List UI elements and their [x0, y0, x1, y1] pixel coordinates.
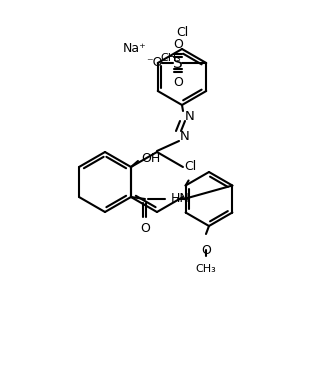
Text: O: O: [201, 244, 211, 257]
Text: ⁻O: ⁻O: [146, 57, 163, 70]
Text: Cl: Cl: [185, 161, 197, 174]
Text: N: N: [180, 130, 190, 142]
Text: O: O: [173, 37, 183, 50]
Text: Cl: Cl: [176, 26, 188, 39]
Text: HN: HN: [171, 192, 190, 205]
Text: O: O: [140, 222, 150, 235]
Text: OH: OH: [141, 152, 160, 165]
Text: N: N: [185, 110, 195, 122]
Text: CH₃: CH₃: [195, 264, 216, 274]
Text: O: O: [173, 75, 183, 88]
Text: Na⁺: Na⁺: [122, 41, 146, 54]
Text: S: S: [173, 56, 183, 71]
Text: CH₃: CH₃: [160, 53, 181, 63]
